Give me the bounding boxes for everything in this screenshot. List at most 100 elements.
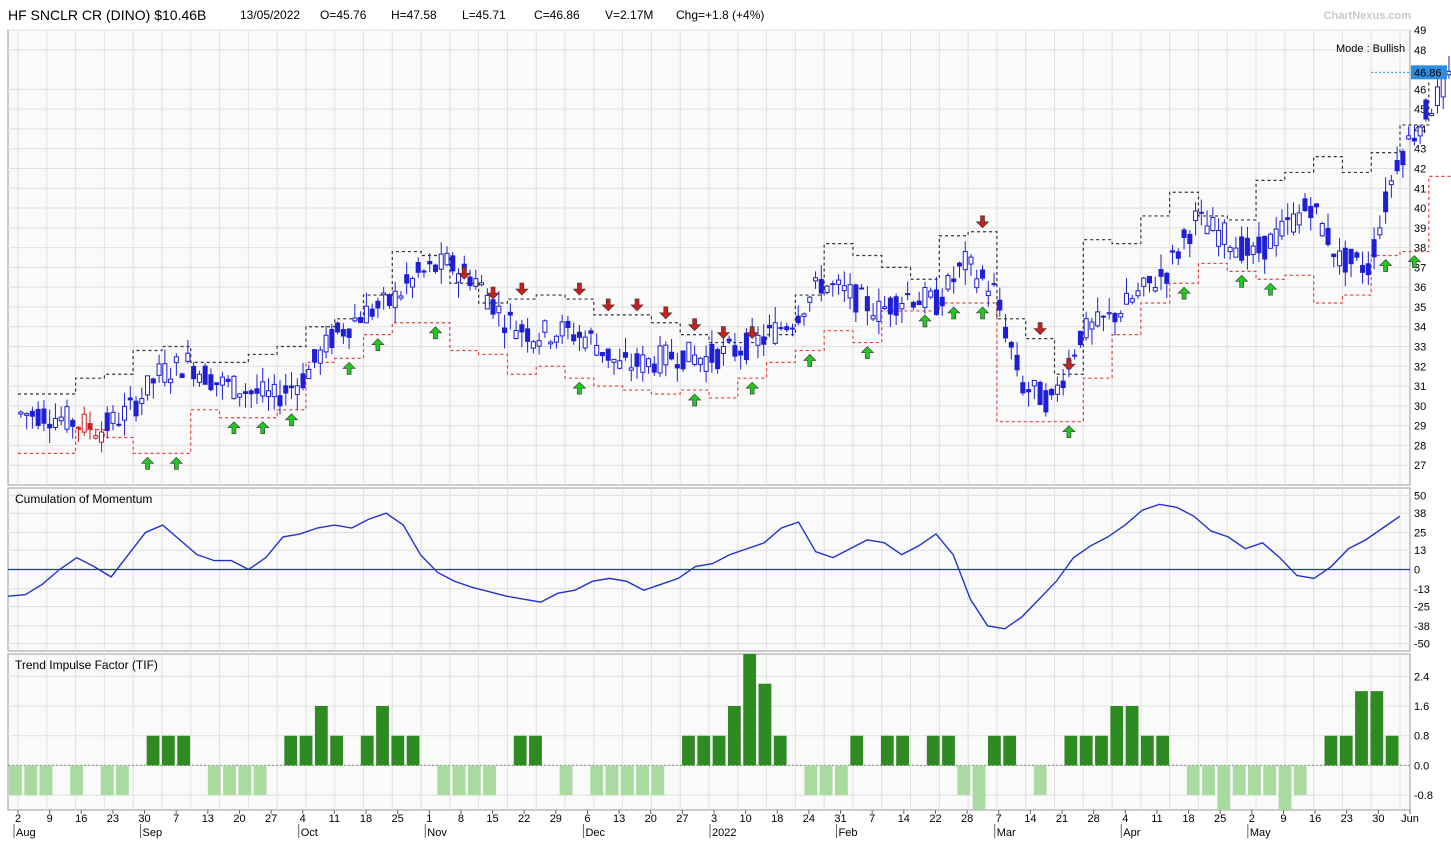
x-day-label: 13 [202, 813, 214, 825]
candle-body [789, 327, 796, 330]
sell-signal-arrow [515, 282, 529, 296]
candle-body [611, 358, 617, 363]
tif-bar [636, 765, 649, 796]
candle-body [225, 378, 231, 382]
candle-body [674, 364, 680, 369]
tif-bar [559, 765, 573, 796]
candle-body [1014, 354, 1020, 371]
candle-body [513, 329, 519, 339]
price-tick-label: 32 [1414, 361, 1426, 373]
candle-body [1302, 198, 1308, 212]
tif-bar [513, 735, 527, 766]
buy-signal-arrow [227, 421, 241, 435]
candle-body [859, 287, 865, 290]
mode-label: Mode : Bullish [1336, 43, 1405, 55]
candle-body [1325, 227, 1331, 245]
candle-body [145, 375, 151, 396]
candle-body [1296, 212, 1302, 226]
tif-tick-label: 2.4 [1414, 671, 1429, 683]
candle-body [277, 395, 283, 407]
candle-body [219, 376, 225, 386]
candle-body [864, 296, 870, 312]
x-day-label: 10 [740, 813, 752, 825]
candle-body [743, 332, 749, 361]
tif-bar [1156, 735, 1170, 766]
candle-body [81, 413, 87, 433]
candle-body [386, 294, 392, 306]
candle-body [1319, 223, 1325, 237]
candle-body [323, 334, 329, 353]
tif-bar [1064, 735, 1078, 766]
candle-body [1106, 312, 1112, 315]
candle-body [1089, 321, 1095, 330]
candle-body [1227, 246, 1233, 253]
candle-body [1290, 213, 1296, 233]
candle-body [392, 290, 398, 309]
candle-body [1337, 250, 1343, 267]
x-month-label: Dec [585, 827, 605, 839]
candle-body [732, 345, 738, 357]
sell-signal-arrow [716, 326, 731, 339]
x-month-label: Oct [301, 827, 318, 839]
tif-bar [1370, 691, 1384, 766]
candle-body [1193, 210, 1199, 222]
x-day-label: 28 [961, 813, 973, 825]
candle-body [168, 378, 174, 384]
momentum-tick-label: 25 [1414, 527, 1426, 539]
tif-bar [437, 765, 451, 796]
candle-body [110, 411, 116, 424]
candle-body [93, 435, 99, 439]
x-month-label: 2022 [712, 827, 736, 839]
candle-body [196, 373, 202, 383]
candle-body [530, 341, 536, 349]
x-day-label: 23 [107, 813, 119, 825]
candle-body [363, 305, 369, 324]
candle-body [156, 363, 162, 376]
tif-bar [1202, 765, 1215, 796]
candle-body [18, 411, 24, 415]
candle-body [1164, 272, 1170, 284]
tif-bar [1278, 765, 1292, 810]
tif-bar [835, 765, 848, 796]
candle-body [127, 397, 133, 401]
candle-body [985, 290, 991, 297]
momentum-tick-label: -25 [1414, 602, 1430, 614]
x-day-label: 16 [1309, 813, 1321, 825]
tif-bar [330, 735, 344, 766]
sell-signal-arrow [457, 266, 471, 280]
sell-signal-arrow [745, 326, 759, 339]
candle-body [179, 373, 185, 379]
buy-signal-arrow [1062, 425, 1076, 438]
x-day-label: 11 [329, 813, 340, 825]
candle-body [202, 365, 208, 385]
tif-bar [116, 765, 129, 796]
candle-body [784, 326, 790, 331]
last-price-badge [1411, 65, 1447, 80]
candle-body [933, 289, 939, 316]
candle-body [335, 322, 341, 333]
candle-body [185, 352, 191, 362]
candle-body [1446, 70, 1451, 76]
momentum-tick-label: 0 [1414, 565, 1420, 577]
tif-bar [850, 735, 864, 766]
candle-body [582, 336, 588, 349]
watermark-logo: ChartNexus.com [1323, 10, 1411, 22]
candle-body [208, 374, 214, 391]
candle-body [346, 328, 352, 338]
candle-body [473, 278, 479, 287]
tif-bar [1125, 706, 1139, 766]
buy-signal-arrow [284, 413, 299, 427]
x-day-label: 18 [360, 813, 372, 825]
buy-signal-arrow [947, 306, 961, 320]
candle-body [697, 357, 703, 365]
candle-body [680, 350, 686, 370]
tif-bar [1095, 735, 1108, 766]
momentum-tick-label: -50 [1414, 639, 1430, 651]
candle-body [1233, 247, 1239, 258]
x-day-label: 29 [550, 813, 562, 825]
tif-bar [1140, 735, 1154, 766]
candle-body [340, 329, 346, 337]
candle-body [1118, 312, 1124, 318]
tif-bar [712, 735, 726, 766]
